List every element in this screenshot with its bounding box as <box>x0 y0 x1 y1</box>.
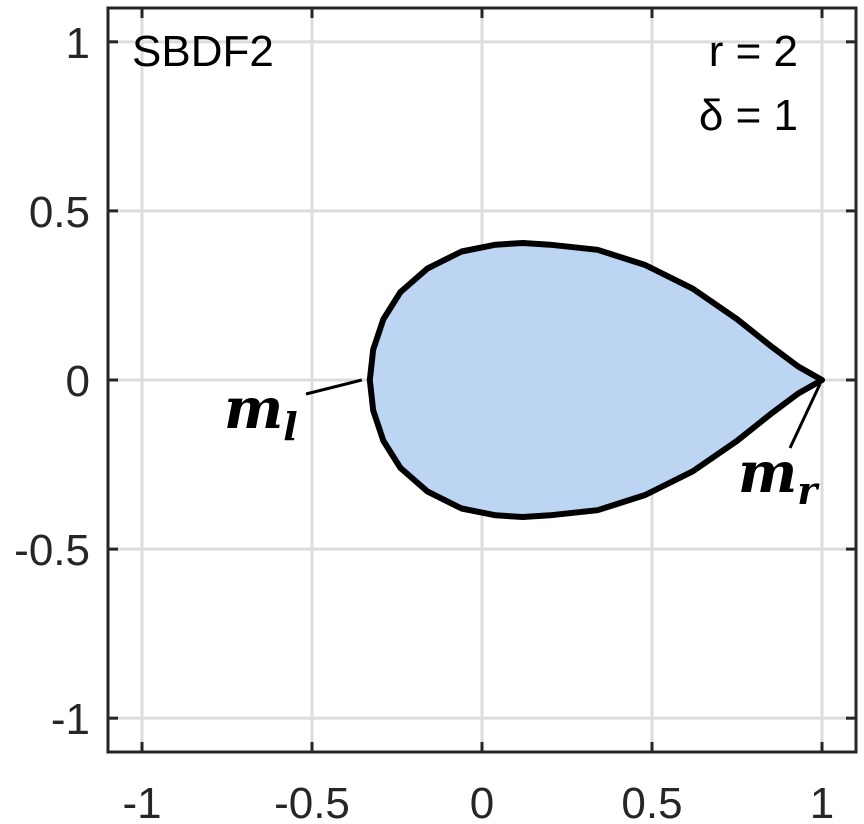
param-r-label: r = 2 <box>709 27 798 76</box>
marker-left-base: m <box>224 376 283 442</box>
marker-left-label: ml <box>224 376 298 449</box>
y-tick-label: -1 <box>51 695 90 744</box>
scheme-label: SBDF2 <box>132 27 274 76</box>
param-delta-label: δ = 1 <box>699 91 798 140</box>
x-tick-label: -0.5 <box>274 779 350 824</box>
marker-right-base: m <box>738 440 797 506</box>
y-tick-label: 1 <box>66 19 90 68</box>
x-tick-label: 0 <box>470 779 494 824</box>
x-axis-ticks: -1 -0.5 0 0.5 1 <box>122 8 834 824</box>
y-tick-label: 0.5 <box>29 188 90 237</box>
x-tick-label: -1 <box>122 779 161 824</box>
marker-left-sub: l <box>283 404 297 449</box>
y-tick-label: 0 <box>66 357 90 406</box>
marker-right-sub: r <box>797 468 820 513</box>
y-tick-label: -0.5 <box>14 526 90 575</box>
marker-left-leader <box>305 378 363 396</box>
y-axis-ticks: -1 -0.5 0 0.5 1 <box>14 19 856 744</box>
x-tick-label: 0.5 <box>621 779 682 824</box>
drop-shape-area <box>366 240 825 520</box>
marker-right-label: mr <box>738 440 820 513</box>
marker-right-leader <box>788 383 822 449</box>
x-tick-label: 1 <box>810 779 834 824</box>
